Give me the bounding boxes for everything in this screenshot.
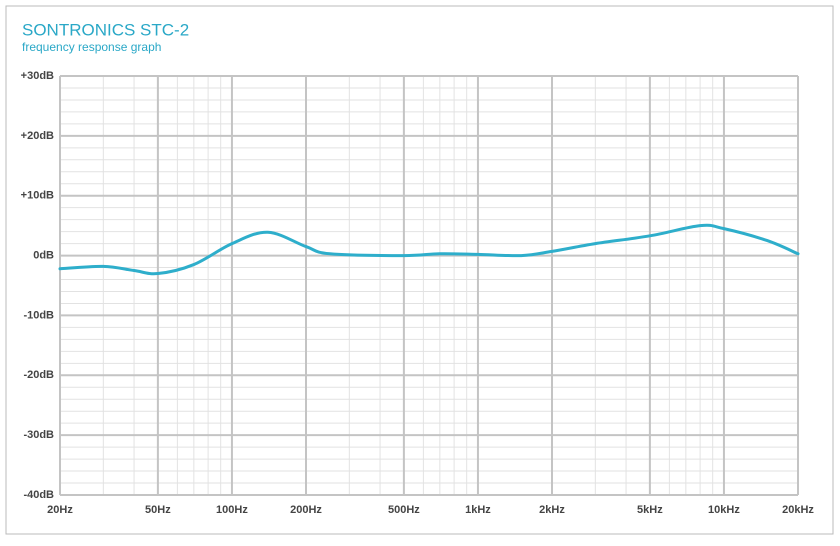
response-curve (58, 223, 800, 276)
chart-title: SONTRONICS STC-2 (22, 20, 189, 39)
y-tick-label: +30dB (21, 70, 54, 82)
y-tick-label: -30dB (23, 429, 54, 441)
x-tick-label: 2kHz (539, 504, 565, 516)
y-tick-label: -10dB (23, 309, 54, 321)
x-tick-label: 1kHz (465, 504, 491, 516)
x-tick-label: 100Hz (216, 504, 248, 516)
y-tick-label: +10dB (21, 190, 54, 202)
x-tick-label: 5kHz (637, 504, 663, 516)
x-tick-label: 10kHz (708, 504, 740, 516)
x-tick-label: 20kHz (782, 504, 814, 516)
x-tick-label: 500Hz (388, 504, 420, 516)
y-tick-label: 0dB (33, 249, 54, 261)
chart-subtitle: frequency response graph (22, 40, 161, 54)
x-tick-label: 200Hz (290, 504, 322, 516)
y-tick-label: -20dB (23, 369, 54, 381)
y-tick-label: -40dB (23, 489, 54, 501)
x-tick-label: 20Hz (47, 504, 73, 516)
x-tick-label: 50Hz (145, 504, 171, 516)
frame (5, 5, 834, 535)
y-tick-label: +20dB (21, 130, 54, 142)
